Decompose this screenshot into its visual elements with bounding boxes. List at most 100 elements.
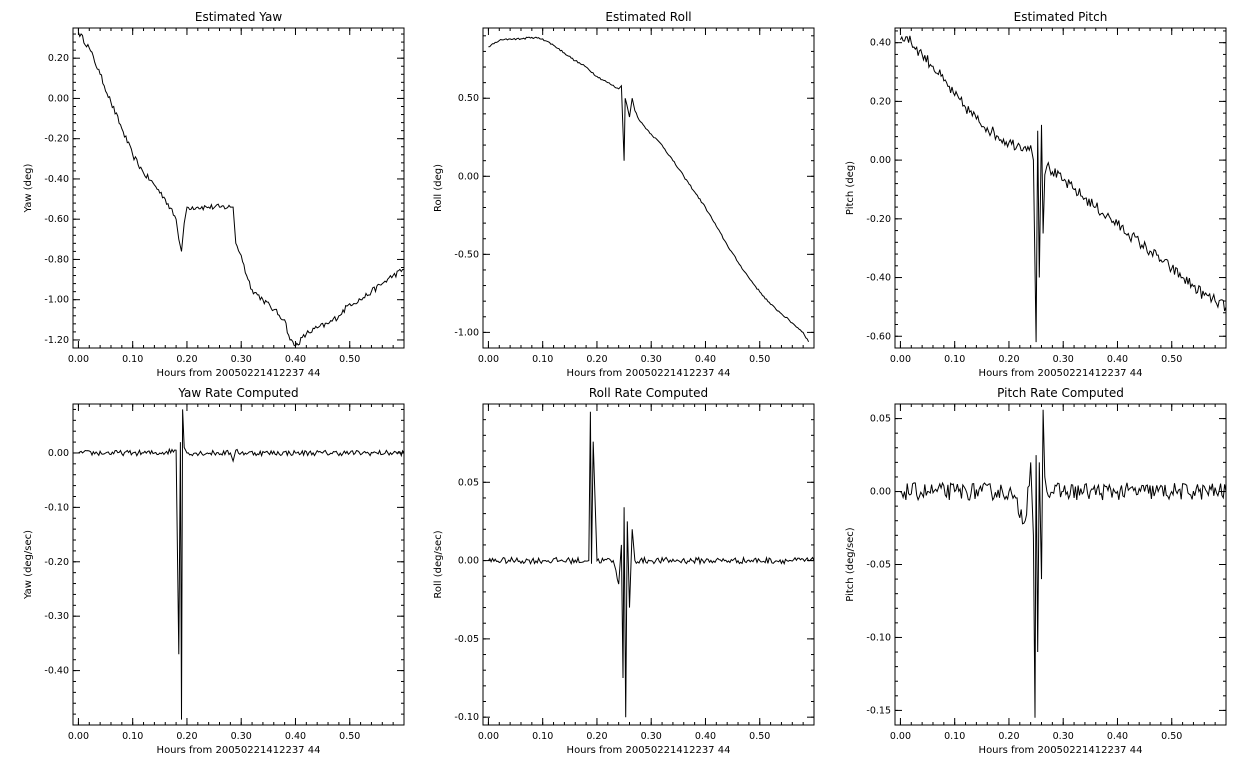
- chart-title: Estimated Pitch: [1014, 10, 1108, 24]
- x-tick-label: 0.00: [68, 354, 89, 365]
- x-tick-label: 0.40: [695, 354, 716, 365]
- chart-panel: Estimated Pitch Hours from 20050221412237…: [845, 10, 1227, 379]
- x-tick-label: 0.20: [998, 731, 1019, 742]
- y-tick-label: 0.40: [870, 38, 891, 49]
- x-tick-label: 0.10: [122, 354, 143, 365]
- y-tick-label: -0.60: [44, 214, 69, 225]
- y-tick-label: -0.50: [454, 249, 479, 260]
- series-line: [488, 36, 810, 343]
- x-tick-label: 0.00: [890, 354, 911, 365]
- chart-title: Pitch Rate Computed: [997, 386, 1124, 400]
- x-tick-label: 0.30: [641, 354, 662, 365]
- x-tick-label: 0.50: [339, 354, 360, 365]
- x-tick-label: 0.50: [1161, 731, 1182, 742]
- x-tick-label: 0.40: [695, 731, 716, 742]
- y-tick-label: -0.15: [866, 705, 891, 716]
- y-tick-label: -0.05: [454, 634, 479, 645]
- x-tick-label: 0.50: [339, 731, 360, 742]
- x-tick-label: 0.50: [749, 354, 770, 365]
- x-axis-label: Hours from 20050221412237 44: [979, 745, 1143, 756]
- x-tick-label: 0.40: [1107, 354, 1128, 365]
- x-tick-label: 0.20: [586, 731, 607, 742]
- y-tick-label: 0.50: [458, 93, 479, 104]
- chart-panel: Roll Rate Computed Hours from 20050221412…: [433, 386, 815, 756]
- plot-frame: [72, 403, 405, 726]
- chart-title: Estimated Yaw: [195, 10, 282, 24]
- y-tick-label: -0.20: [44, 557, 69, 568]
- x-tick-label: 0.00: [68, 731, 89, 742]
- y-tick-label: -0.60: [866, 331, 891, 342]
- y-tick-label: -0.30: [44, 611, 69, 622]
- x-tick-label: 0.40: [285, 354, 306, 365]
- chart-title: Estimated Roll: [605, 10, 691, 24]
- x-axis-label: Hours from 20050221412237 44: [567, 745, 731, 756]
- y-axis-label: Yaw (deg/sec): [23, 530, 34, 600]
- x-axis-label: Hours from 20050221412237 44: [157, 745, 321, 756]
- y-tick-label: -0.40: [866, 273, 891, 284]
- x-tick-label: 0.40: [1107, 731, 1128, 742]
- y-tick-label: 0.05: [458, 477, 479, 488]
- y-axis-label: Roll (deg/sec): [433, 530, 444, 598]
- chart-panel: Estimated Roll Hours from 20050221412237 …: [433, 10, 815, 379]
- y-tick-label: -0.20: [866, 214, 891, 225]
- y-axis-label: Roll (deg): [433, 164, 444, 212]
- x-tick-label: 0.00: [478, 354, 499, 365]
- chart-title: Roll Rate Computed: [589, 386, 708, 400]
- y-tick-label: 0.00: [458, 171, 479, 182]
- y-tick-label: 0.05: [870, 414, 891, 425]
- y-tick-label: -0.20: [44, 134, 69, 145]
- y-tick-label: 0.00: [48, 93, 69, 104]
- y-tick-label: 0.00: [870, 155, 891, 166]
- y-axis-label: Pitch (deg/sec): [845, 527, 856, 602]
- y-tick-label: -0.05: [866, 560, 891, 571]
- chart-panel: Pitch Rate Computed Hours from 2005022141…: [845, 386, 1227, 756]
- x-tick-label: 0.50: [1161, 354, 1182, 365]
- y-tick-label: -0.80: [44, 254, 69, 265]
- plot-frame: [72, 27, 405, 349]
- x-tick-label: 0.10: [944, 731, 965, 742]
- x-tick-label: 0.20: [998, 354, 1019, 365]
- x-tick-label: 0.20: [176, 354, 197, 365]
- chart-panel: Estimated Yaw Hours from 20050221412237 4…: [23, 10, 405, 379]
- x-tick-label: 0.00: [478, 731, 499, 742]
- x-tick-label: 0.20: [176, 731, 197, 742]
- y-tick-label: -0.40: [44, 174, 69, 185]
- series-line: [77, 31, 404, 347]
- y-tick-label: -0.10: [44, 502, 69, 513]
- x-tick-label: 0.10: [944, 354, 965, 365]
- x-tick-label: 0.30: [641, 731, 662, 742]
- y-tick-label: 0.00: [48, 448, 69, 459]
- y-tick-label: 0.20: [48, 53, 69, 64]
- x-axis-label: Hours from 20050221412237 44: [157, 368, 321, 379]
- x-axis-label: Hours from 20050221412237 44: [979, 368, 1143, 379]
- series-line: [487, 411, 815, 718]
- x-tick-label: 0.30: [231, 731, 252, 742]
- x-tick-label: 0.40: [285, 731, 306, 742]
- plot-frame: [482, 403, 815, 726]
- x-tick-label: 0.50: [749, 731, 770, 742]
- x-tick-label: 0.00: [890, 731, 911, 742]
- y-tick-label: -0.10: [454, 712, 479, 723]
- x-tick-label: 0.20: [586, 354, 607, 365]
- x-tick-label: 0.30: [1053, 354, 1074, 365]
- x-axis-label: Hours from 20050221412237 44: [567, 368, 731, 379]
- x-tick-label: 0.10: [532, 731, 553, 742]
- y-tick-label: -1.20: [44, 335, 69, 346]
- plot-frame: [482, 27, 815, 349]
- chart-title: Yaw Rate Computed: [177, 386, 298, 400]
- y-axis-label: Yaw (deg): [23, 163, 34, 213]
- y-tick-label: -0.10: [866, 632, 891, 643]
- series-line: [78, 409, 405, 720]
- y-tick-label: -1.00: [454, 327, 479, 338]
- y-tick-label: 0.00: [870, 487, 891, 498]
- y-tick-label: 0.00: [458, 556, 479, 567]
- x-tick-label: 0.10: [122, 731, 143, 742]
- series-line: [899, 35, 1227, 343]
- chart-panel: Yaw Rate Computed Hours from 200502214122…: [23, 386, 405, 756]
- y-tick-label: 0.20: [870, 96, 891, 107]
- x-tick-label: 0.30: [1053, 731, 1074, 742]
- x-tick-label: 0.30: [231, 354, 252, 365]
- x-tick-label: 0.10: [532, 354, 553, 365]
- y-axis-label: Pitch (deg): [845, 161, 856, 215]
